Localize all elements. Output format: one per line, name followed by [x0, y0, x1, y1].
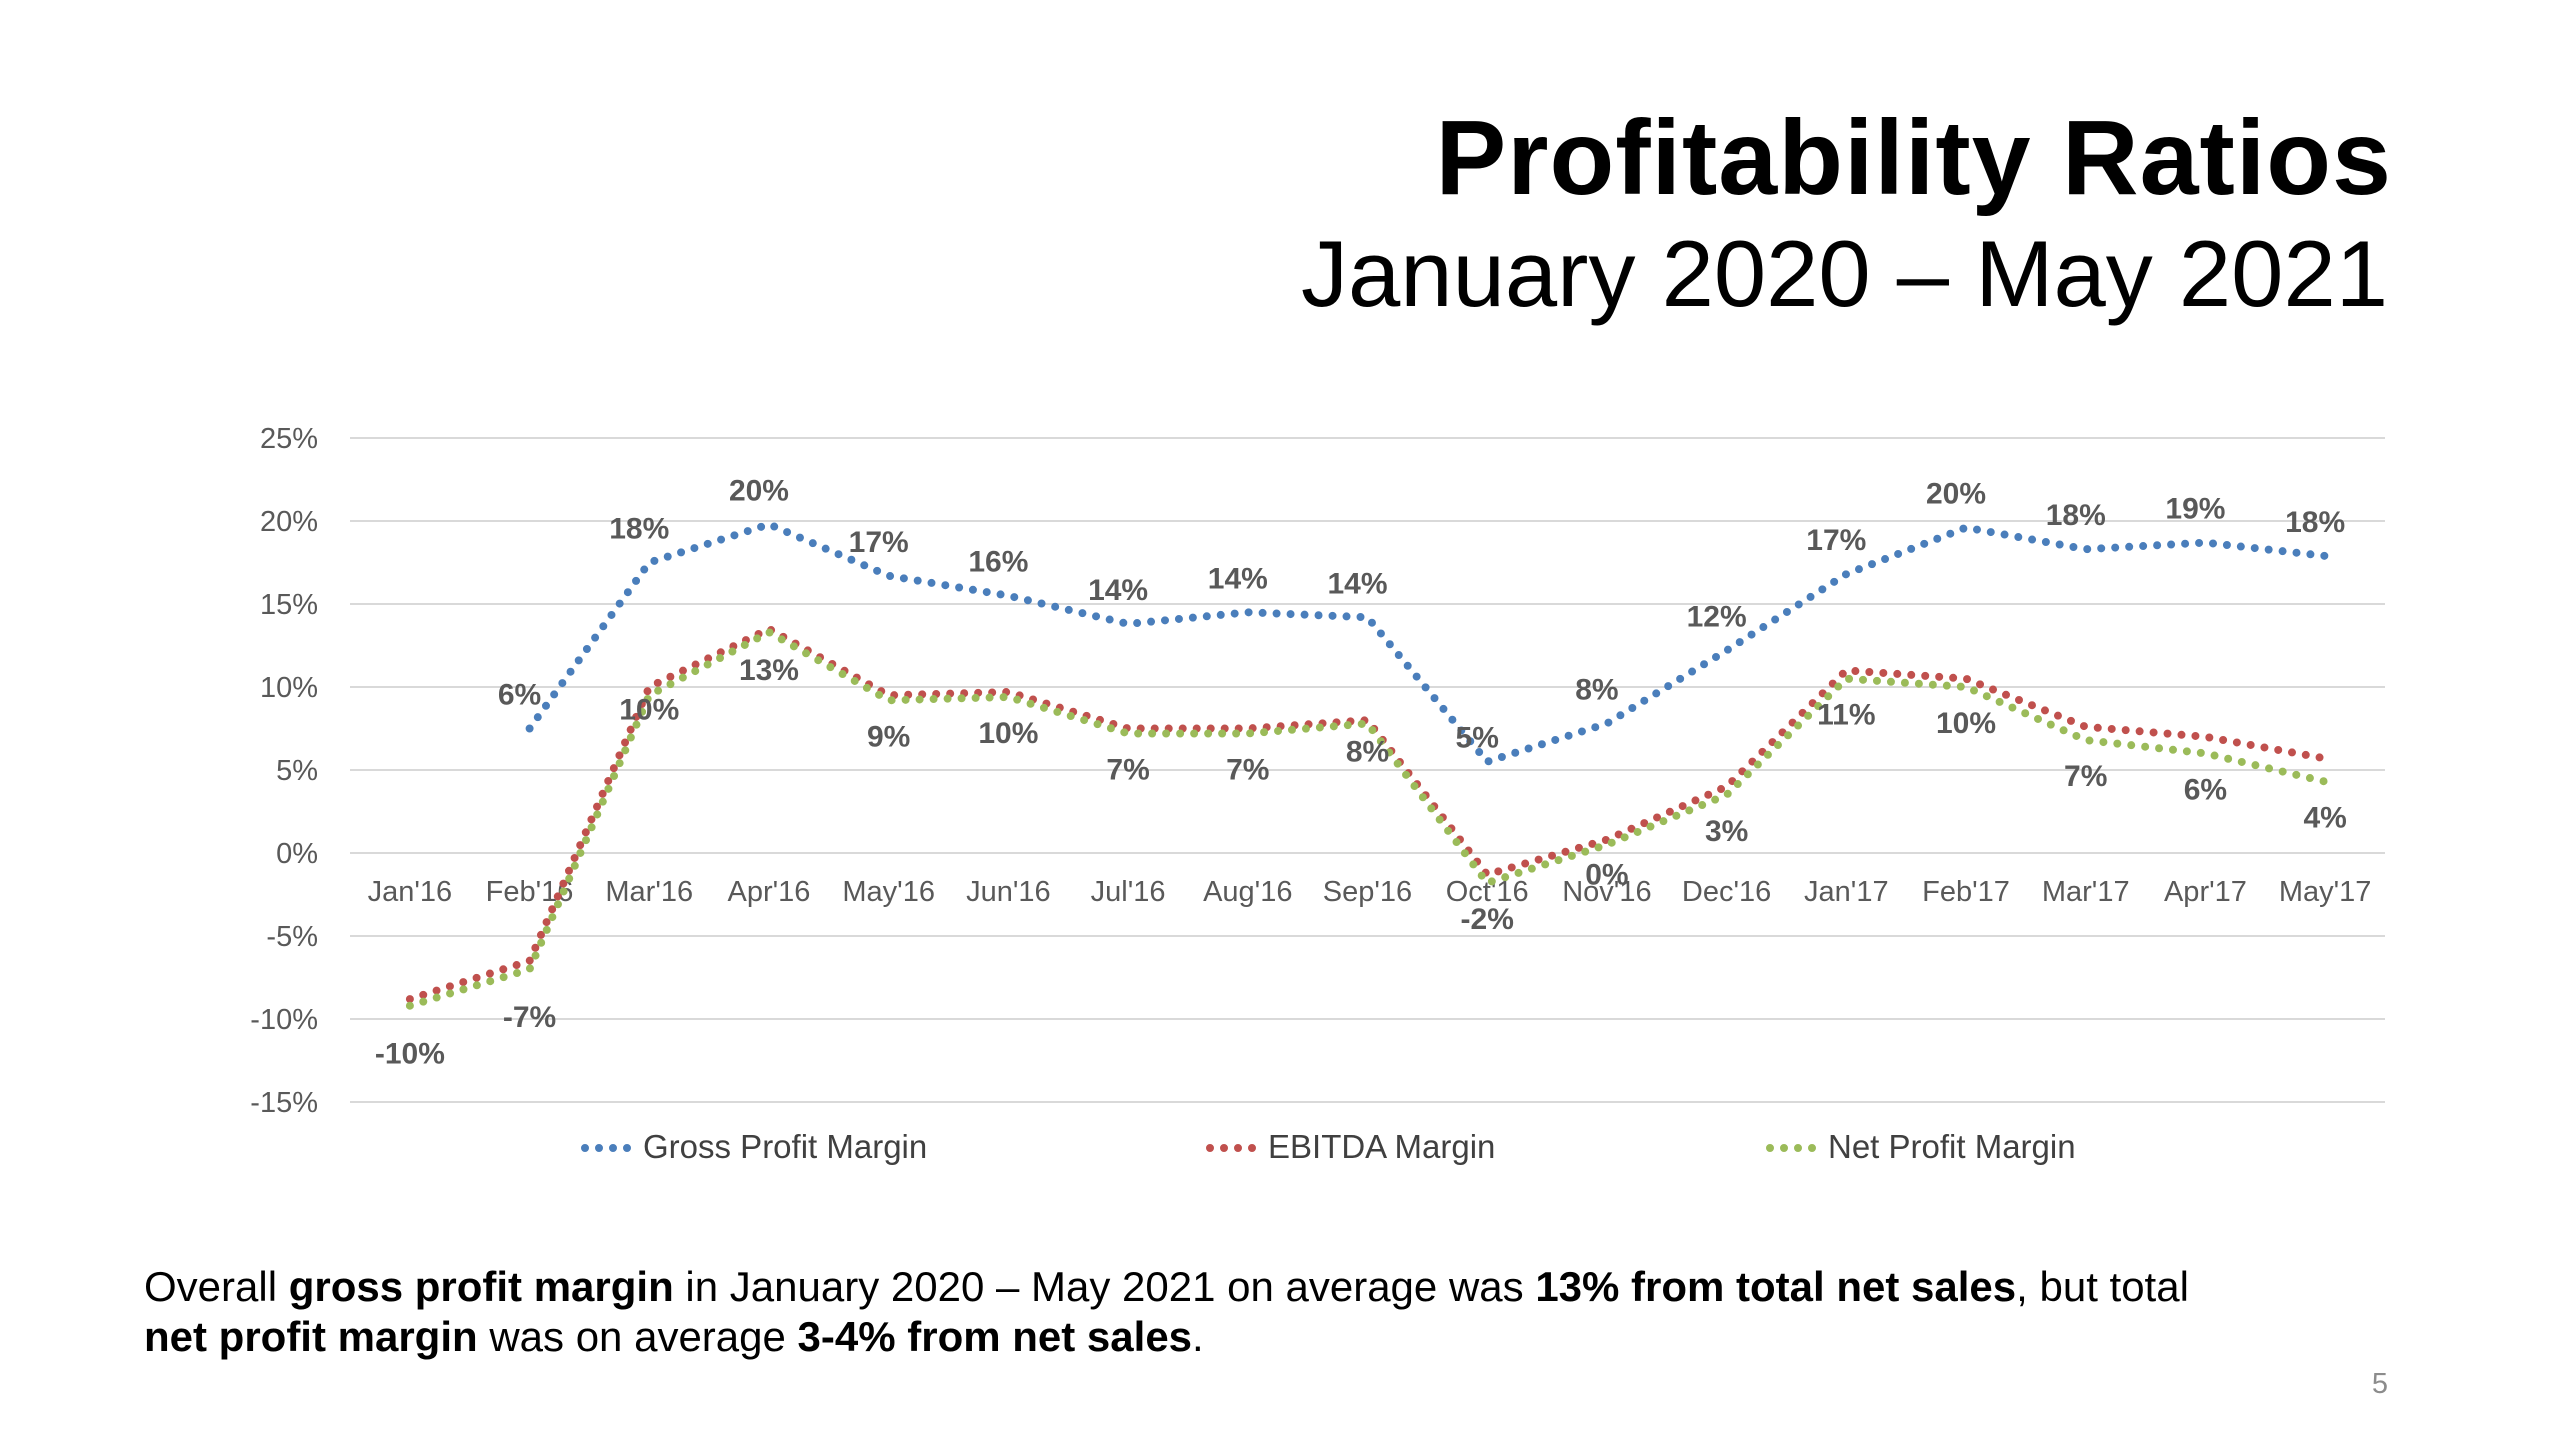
data-label: 7%	[1106, 753, 1149, 786]
page-number: 5	[2371, 1368, 2388, 1400]
data-label: 12%	[1687, 600, 1747, 633]
data-label: 6%	[2184, 773, 2227, 806]
x-tick-label: Mar'16	[605, 876, 693, 908]
y-tick-label: -5%	[266, 921, 318, 953]
data-label: 4%	[2303, 802, 2346, 835]
data-label: 6%	[498, 679, 541, 712]
data-label: 7%	[2064, 760, 2107, 793]
data-label: 14%	[1208, 562, 1268, 595]
series-line-3	[405, 628, 2330, 1010]
x-tick-label: Jan'17	[1804, 876, 1889, 908]
x-tick-label: May'17	[2279, 876, 2372, 908]
x-tick-label: Jan'16	[368, 876, 453, 908]
y-tick-label: 25%	[260, 423, 318, 455]
data-label: 17%	[1806, 524, 1866, 557]
y-tick-label: 10%	[260, 672, 318, 704]
summary-emphasis-4: 3-4% from net sales	[797, 1313, 1193, 1360]
data-label: 14%	[1327, 567, 1387, 600]
summary-emphasis-2: 13% from total net sales	[1535, 1263, 2017, 1310]
data-label: 9%	[867, 720, 910, 753]
legend-label: Net Profit Margin	[1828, 1128, 2076, 1165]
summary-text-5: .	[1192, 1313, 1204, 1360]
data-label: 11%	[1817, 699, 1875, 732]
series-line-1	[525, 520, 2330, 766]
data-label: 5%	[1456, 722, 1499, 755]
summary-emphasis-1: gross profit margin	[288, 1263, 674, 1310]
x-tick-label: Apr'17	[2164, 876, 2247, 908]
data-label: 18%	[2046, 499, 2106, 532]
data-label: 7%	[1226, 753, 1269, 786]
data-label: 19%	[2165, 493, 2225, 526]
x-tick-label: Sep'16	[1323, 876, 1412, 908]
y-tick-label: 20%	[260, 506, 318, 538]
data-label: 18%	[609, 513, 669, 546]
x-tick-label: Aug'16	[1203, 876, 1292, 908]
x-tick-label: Apr'16	[728, 876, 811, 908]
legend-label: EBITDA Margin	[1268, 1128, 1495, 1165]
data-label: 8%	[1575, 674, 1618, 707]
slide-title: Profitability Ratios	[1435, 99, 2392, 217]
y-tick-label: 15%	[260, 589, 318, 621]
chart-svg: 25%20%15%10%5%0%-5%-10%-15%Jan'16 Feb'16 M…	[250, 423, 2385, 1165]
data-label: 20%	[729, 474, 789, 507]
data-label: 10%	[978, 717, 1038, 750]
data-label: -10%	[375, 1038, 445, 1071]
data-label: -7%	[503, 1001, 556, 1034]
x-tick-label: Jul'16	[1091, 876, 1166, 908]
slide-subtitle: January 2020 – May 2021	[1301, 221, 2388, 326]
summary-text-4: was on average	[477, 1313, 798, 1360]
x-tick-label: May'16	[842, 876, 935, 908]
data-label: -2%	[1461, 903, 1514, 936]
summary-emphasis-3: net profit margin	[144, 1313, 478, 1360]
y-tick-label: 0%	[276, 838, 318, 870]
x-tick-label: Oct'16	[1446, 876, 1529, 908]
data-label: 17%	[849, 526, 909, 559]
summary-text-3: , but total	[2016, 1263, 2189, 1310]
data-label: 13%	[739, 654, 799, 687]
summary-text-1: Overall	[144, 1263, 289, 1310]
y-tick-label: -10%	[250, 1004, 318, 1036]
x-tick-label: Feb'17	[1922, 876, 2010, 908]
data-label: 18%	[2285, 506, 2345, 539]
y-tick-label: -15%	[250, 1087, 318, 1119]
x-tick-label: Nov'16	[1562, 876, 1651, 908]
data-label: 0%	[1585, 859, 1628, 892]
data-label: 20%	[1926, 478, 1986, 511]
data-label: 10%	[619, 693, 679, 726]
x-tick-label: Jun'16	[966, 876, 1051, 908]
x-tick-label: Mar'17	[2042, 876, 2130, 908]
legend-label: Gross Profit Margin	[643, 1128, 927, 1165]
y-tick-label: 5%	[276, 755, 318, 787]
data-label: 8%	[1346, 736, 1389, 769]
data-label: 14%	[1088, 574, 1148, 607]
profitability-line-chart: 25% 20% 15% 10% 5% 0% -5% -10% -15% Jan'16 Feb'16 M…	[200, 400, 2400, 1190]
data-label: 10%	[1936, 707, 1996, 740]
summary-text-2: in January 2020 – May 2021 on average wa…	[673, 1263, 1536, 1310]
summary-text: Overall gross profit margin in January 2…	[144, 1262, 2404, 1362]
series-line-2	[405, 624, 2330, 1004]
data-label: 3%	[1705, 815, 1748, 848]
data-label: 16%	[968, 546, 1028, 579]
x-tick-label: Dec'16	[1682, 876, 1771, 908]
